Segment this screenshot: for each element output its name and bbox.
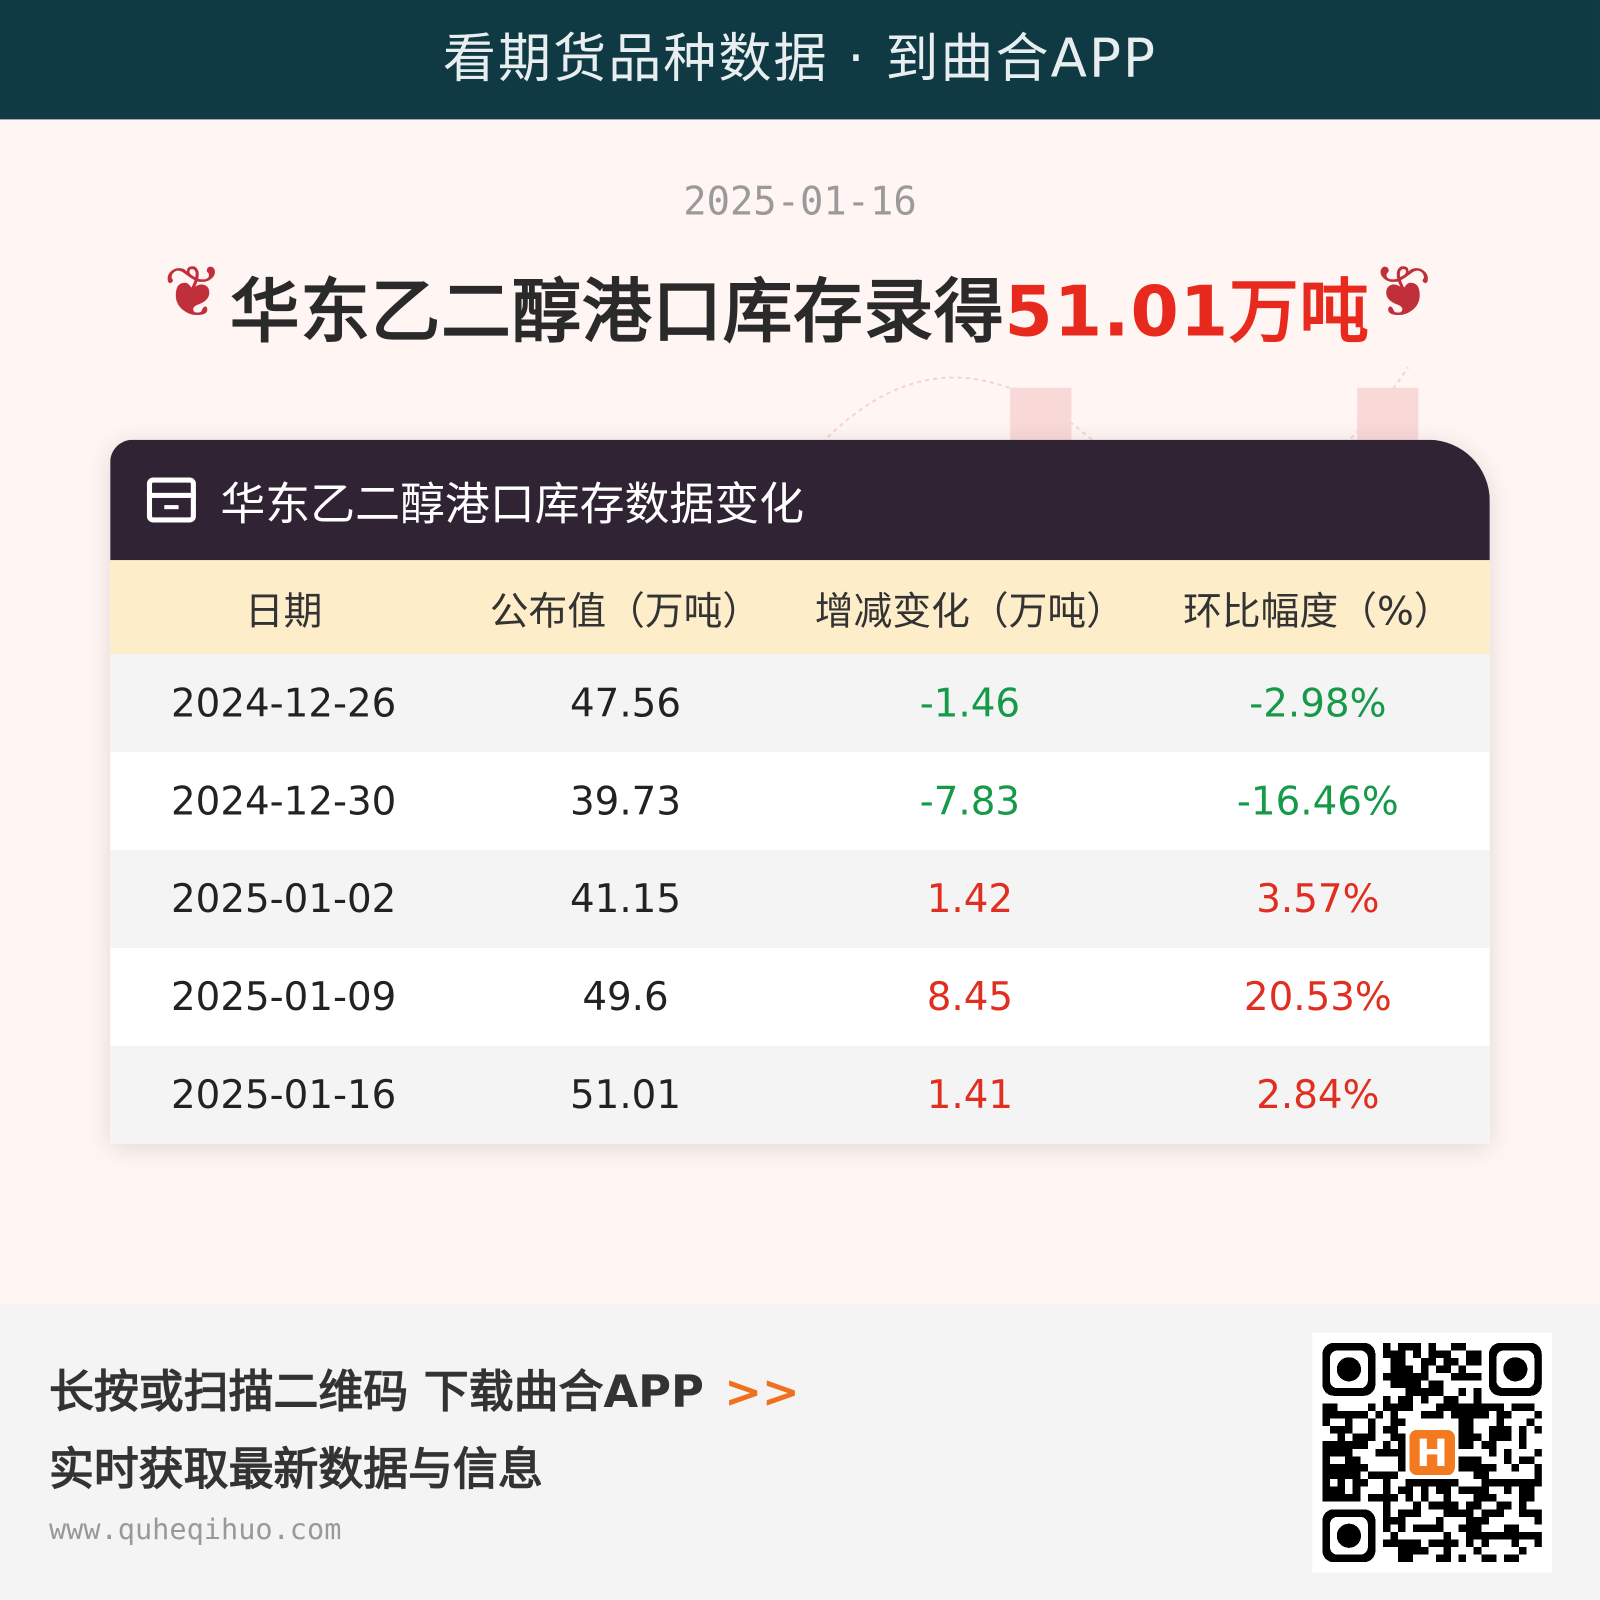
report-date: 2025-01-16 — [683, 178, 917, 224]
website-url[interactable]: www.quheqihuo.com — [48, 1512, 342, 1546]
cell-pct: -2.98% — [1249, 680, 1387, 726]
cell-date: 2025-01-16 — [170, 1072, 397, 1118]
table-row: 2025-01-09 49.6 8.45 20.53% — [110, 948, 1490, 1046]
qr-code: H — [1312, 1332, 1553, 1573]
cell-change: 1.42 — [926, 876, 1014, 922]
col-pct: 环比幅度（%） — [1183, 588, 1453, 634]
table-header: 日期 公布值（万吨） 增减变化（万吨） 环比幅度（%） — [110, 560, 1490, 655]
table-row: 2024-12-26 47.56 -1.46 -2.98% — [110, 654, 1490, 753]
archive-box-icon — [146, 477, 196, 523]
cell-pct: 2.84% — [1256, 1072, 1380, 1118]
headline-value: 51.01万吨 — [1004, 272, 1370, 354]
download-prompt[interactable]: 长按或扫描二维码 下载曲合APP >> — [49, 1355, 800, 1420]
cell-date: 2024-12-26 — [170, 680, 397, 726]
col-change: 增减变化（万吨） — [814, 588, 1125, 634]
cell-pct: 3.57% — [1256, 876, 1380, 922]
cell-change: 1.41 — [926, 1072, 1014, 1118]
data-card: 华东乙二醇港口库存数据变化 日期 公布值（万吨） 增减变化（万吨） 环比幅度（%… — [110, 439, 1490, 1144]
cell-change: -7.83 — [919, 778, 1021, 824]
cell-change: 8.45 — [926, 974, 1014, 1020]
download-text: 长按或扫描二维码 下载曲合APP — [48, 1366, 704, 1419]
col-date: 日期 — [244, 588, 323, 634]
table-row: 2024-12-30 39.73 -7.83 -16.46% — [110, 752, 1490, 850]
cell-date: 2024-12-30 — [170, 778, 397, 824]
decorative-chart — [815, 366, 1419, 449]
cell-value: 49.6 — [582, 974, 669, 1020]
cell-value: 47.56 — [569, 680, 682, 726]
cell-date: 2025-01-09 — [170, 974, 397, 1020]
headline: 华东乙二醇港口库存录得51.01万吨 — [0, 255, 1600, 356]
table-row: 2025-01-02 41.15 1.42 3.57% — [110, 849, 1490, 948]
double-chevron-right-icon: >> — [724, 1366, 800, 1419]
cell-value: 41.15 — [569, 876, 682, 922]
cell-date: 2025-01-02 — [170, 876, 397, 922]
cell-value: 39.73 — [569, 778, 682, 824]
card-header: 华东乙二醇港口库存数据变化 — [110, 439, 1490, 561]
cell-change: -1.46 — [919, 680, 1021, 726]
svg-text:H: H — [1416, 1431, 1448, 1475]
col-value: 公布值（万吨） — [489, 588, 762, 634]
footer-subtitle: 实时获取最新数据与信息 — [48, 1443, 543, 1496]
cell-pct: -16.46% — [1236, 778, 1399, 824]
table-row: 2025-01-16 51.01 1.41 2.84% — [110, 1045, 1490, 1144]
top-banner: 看期货品种数据 · 到曲合APP — [0, 0, 1600, 120]
laurel-left-icon: ❦ — [163, 249, 224, 334]
cell-value: 51.01 — [569, 1072, 682, 1118]
headline-text: 华东乙二醇港口库存录得 — [230, 272, 1005, 354]
card-title: 华东乙二醇港口库存数据变化 — [220, 478, 805, 531]
cell-pct: 20.53% — [1243, 974, 1392, 1020]
